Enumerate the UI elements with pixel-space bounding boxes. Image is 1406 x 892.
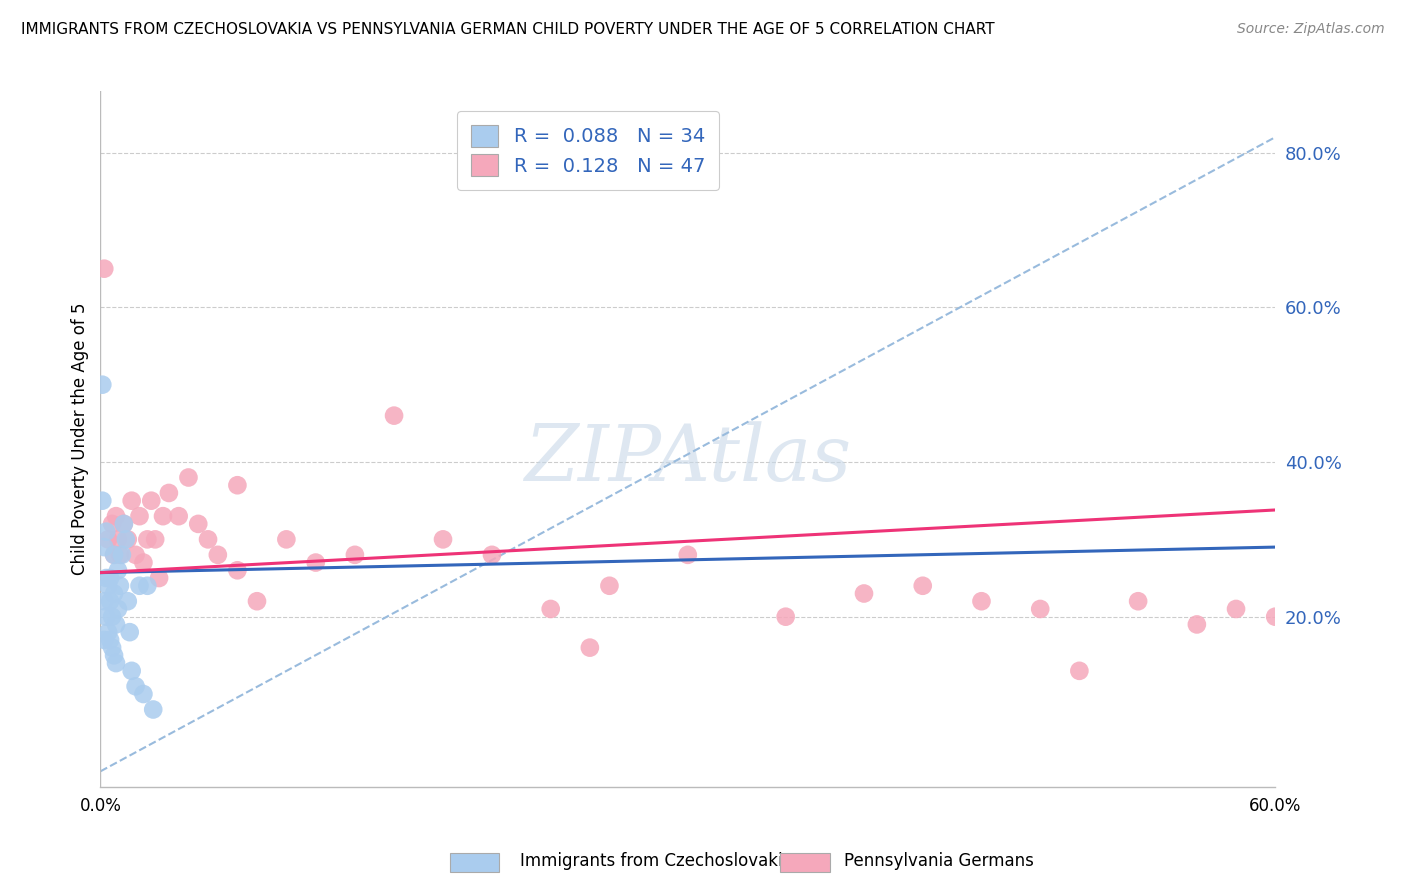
Text: Source: ZipAtlas.com: Source: ZipAtlas.com [1237, 22, 1385, 37]
Point [432, 533, 454, 547]
Point [118, 625, 141, 640]
Point [1225, 602, 1247, 616]
Point [1185, 617, 1208, 632]
Point [676, 548, 699, 562]
Point [152, 509, 174, 524]
Y-axis label: Child Poverty Under the Age of 5: Child Poverty Under the Age of 5 [72, 302, 89, 575]
Point [107, 563, 129, 577]
Point [105, 617, 128, 632]
Point [157, 486, 180, 500]
Point [107, 533, 129, 547]
Point [1029, 602, 1052, 616]
Text: IMMIGRANTS FROM CZECHOSLOVAKIA VS PENNSYLVANIA GERMAN CHILD POVERTY UNDER THE AG: IMMIGRANTS FROM CZECHOSLOVAKIA VS PENNSY… [21, 22, 994, 37]
Point [1069, 664, 1091, 678]
Point [112, 516, 135, 531]
Point [970, 594, 993, 608]
Point [382, 409, 405, 423]
Point [97, 533, 120, 547]
Point [1126, 594, 1149, 608]
Point [187, 516, 209, 531]
Point [775, 609, 797, 624]
Point [93, 261, 115, 276]
Point [101, 640, 124, 655]
Point [93, 540, 115, 554]
Point [96, 609, 118, 624]
Point [98, 632, 121, 647]
Point [105, 509, 128, 524]
Point [98, 571, 121, 585]
Point [97, 579, 120, 593]
Point [124, 679, 146, 693]
Point [103, 548, 125, 562]
Point [121, 493, 143, 508]
Point [305, 556, 328, 570]
Point [853, 586, 876, 600]
Point [143, 533, 166, 547]
Point [1264, 609, 1286, 624]
Point [114, 533, 136, 547]
Point [121, 664, 143, 678]
Text: ZIPAtlas: ZIPAtlas [524, 422, 852, 498]
Point [98, 594, 121, 608]
Point [132, 687, 155, 701]
Point [226, 478, 249, 492]
Point [579, 640, 602, 655]
Point [91, 377, 114, 392]
Point [141, 493, 163, 508]
Point [103, 548, 125, 562]
Point [598, 579, 620, 593]
Point [142, 702, 165, 716]
Point [177, 470, 200, 484]
Point [93, 594, 115, 608]
Point [101, 516, 124, 531]
Point [101, 609, 124, 624]
Point [136, 533, 159, 547]
Point [112, 516, 135, 531]
Point [108, 548, 131, 562]
Point [128, 579, 150, 593]
Point [276, 533, 298, 547]
Text: Pennsylvania Germans: Pennsylvania Germans [844, 852, 1033, 870]
Point [111, 548, 134, 562]
Point [148, 571, 170, 585]
Point [481, 548, 503, 562]
Point [540, 602, 562, 616]
Point [96, 524, 118, 539]
Point [207, 548, 229, 562]
Point [103, 586, 125, 600]
Point [108, 579, 131, 593]
Point [136, 579, 159, 593]
Point [132, 556, 155, 570]
Point [117, 594, 139, 608]
Point [117, 533, 139, 547]
Point [343, 548, 366, 562]
Point [124, 548, 146, 562]
Point [167, 509, 190, 524]
Point [97, 625, 120, 640]
Point [226, 563, 249, 577]
Point [103, 648, 125, 663]
Point [96, 571, 118, 585]
Text: Immigrants from Czechoslovakia: Immigrants from Czechoslovakia [520, 852, 793, 870]
Point [246, 594, 269, 608]
Point [93, 632, 115, 647]
Point [105, 656, 128, 670]
Point [911, 579, 934, 593]
Point [91, 493, 114, 508]
Point [197, 533, 219, 547]
Legend: R =  0.088   N = 34, R =  0.128   N = 47: R = 0.088 N = 34, R = 0.128 N = 47 [457, 111, 718, 190]
Point [107, 602, 129, 616]
Point [128, 509, 150, 524]
